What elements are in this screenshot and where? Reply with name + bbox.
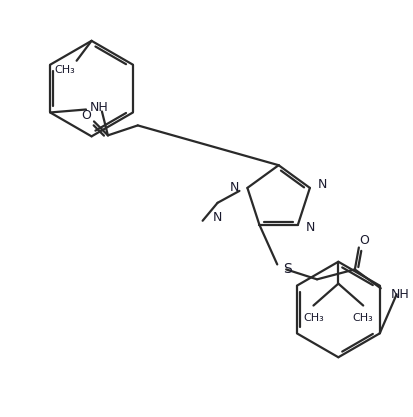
Text: N: N [213, 211, 222, 224]
Text: NH: NH [391, 288, 409, 301]
Text: O: O [81, 109, 91, 122]
Text: CH₃: CH₃ [54, 65, 75, 75]
Text: S: S [283, 262, 292, 276]
Text: N: N [230, 181, 240, 194]
Text: N: N [306, 221, 315, 234]
Text: CH₃: CH₃ [353, 314, 374, 324]
Text: NH: NH [90, 101, 109, 114]
Text: O: O [359, 234, 369, 247]
Text: CH₃: CH₃ [303, 314, 324, 324]
Text: N: N [318, 178, 327, 191]
